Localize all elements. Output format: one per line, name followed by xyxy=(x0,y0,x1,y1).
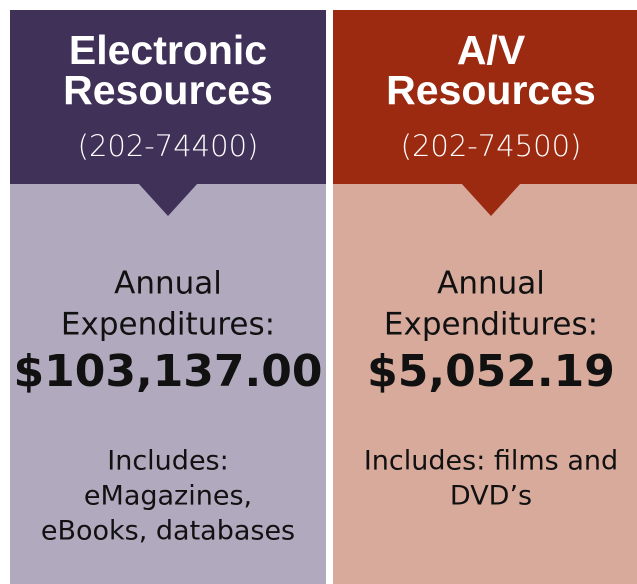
expenditure-amount: $5,052.19 xyxy=(367,346,615,397)
includes-text: Includes: films and xyxy=(364,446,618,477)
panel-title: Electronic xyxy=(69,27,267,73)
expenditure-amount: $103,137.00 xyxy=(14,346,323,397)
includes-text: eMagazines, xyxy=(84,481,252,512)
panel-title: Resources xyxy=(386,67,596,113)
panel-title: A/V xyxy=(457,27,526,73)
expenditure-label: Expenditures: xyxy=(61,307,275,343)
includes-text: Includes: xyxy=(107,446,228,477)
expenditure-label: Annual xyxy=(437,266,545,302)
phone-number: (202-74500) xyxy=(401,129,582,163)
pointer xyxy=(461,183,521,216)
pointer xyxy=(138,183,198,216)
phone-number: (202-74400) xyxy=(78,129,259,163)
panel-header xyxy=(333,10,637,184)
expenditure-label: Expenditures: xyxy=(384,307,598,343)
includes-text: eBooks, databases xyxy=(41,516,295,547)
expenditure-label: Annual xyxy=(114,266,222,302)
includes-text: DVD’s xyxy=(450,481,532,512)
panel-header xyxy=(10,10,326,184)
panel-title: Resources xyxy=(63,67,273,113)
